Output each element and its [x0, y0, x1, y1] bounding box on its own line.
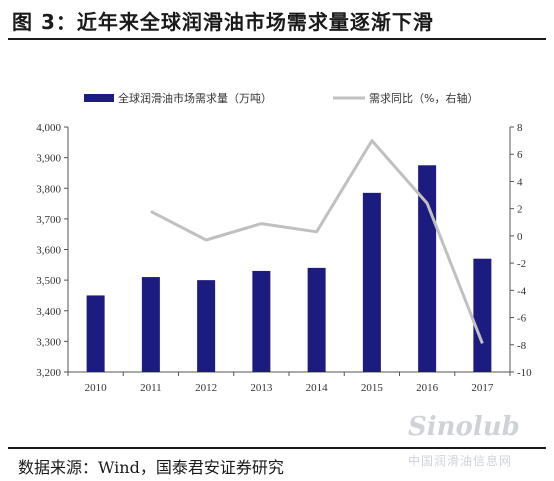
y-right-tick-label: 6 [517, 149, 523, 161]
legend-label-bar: 全球润滑油市场需求量（万吨） [118, 91, 272, 105]
y-right-tick-label: -10 [517, 367, 532, 379]
bar [197, 280, 216, 372]
y-right-tick-label: 4 [517, 176, 523, 188]
source-note: 数据来源：Wind，国泰君安证券研究 [18, 458, 284, 477]
x-tick-label: 2012 [195, 382, 217, 394]
y-left-tick-label: 3,700 [36, 214, 61, 226]
x-tick-label: 2017 [471, 382, 494, 394]
x-tick-label: 2010 [85, 382, 108, 394]
y-left-tick-label: 3,600 [36, 245, 61, 257]
yoy-line [150, 139, 484, 344]
watermark-logo: Sinolub [408, 412, 520, 442]
x-tick-label: 2016 [416, 382, 439, 394]
x-tick-label: 2014 [306, 382, 329, 394]
y-left-tick-label: 3,400 [36, 306, 61, 318]
y-right-tick-label: -6 [517, 313, 527, 325]
footer-rule [8, 447, 546, 449]
y-right-tick-label: 0 [517, 231, 523, 243]
y-left-tick-label: 3,800 [36, 183, 61, 195]
y-left-tick-label: 3,200 [36, 367, 61, 379]
x-tick-label: 2015 [361, 382, 384, 394]
bar [141, 277, 160, 372]
x-tick-label: 2011 [140, 382, 162, 394]
y-right-tick-label: -2 [517, 258, 526, 270]
y-right-tick-label: 2 [517, 204, 523, 216]
y-left-tick-label: 3,500 [36, 275, 61, 287]
legend-swatch-bar [84, 94, 114, 102]
bar [307, 267, 326, 372]
bar [362, 192, 381, 372]
combo-chart: 3,200 3,300 3,400 3,500 3,600 3,700 3,800 3,900… [36, 91, 532, 394]
figure-title: 图 3：近年来全球润滑油市场需求量逐渐下滑 [12, 10, 434, 34]
bar [473, 258, 492, 372]
bar [252, 270, 271, 372]
y-right-tick-label: -4 [517, 285, 527, 297]
y-left-tick-label: 3,300 [36, 336, 61, 348]
watermark-subtitle: 中国润滑油信息网 [408, 454, 513, 468]
x-tick-label: 2013 [250, 382, 273, 394]
legend-label-line: 需求同比（%，右轴） [369, 91, 478, 105]
y-right-tick-label: -8 [517, 340, 527, 352]
title-rule [8, 38, 546, 40]
bar [86, 295, 105, 372]
y-right-tick-label: 8 [517, 122, 523, 134]
y-left-tick-label: 3,900 [36, 153, 61, 165]
y-left-tick-label: 4,000 [36, 122, 61, 134]
